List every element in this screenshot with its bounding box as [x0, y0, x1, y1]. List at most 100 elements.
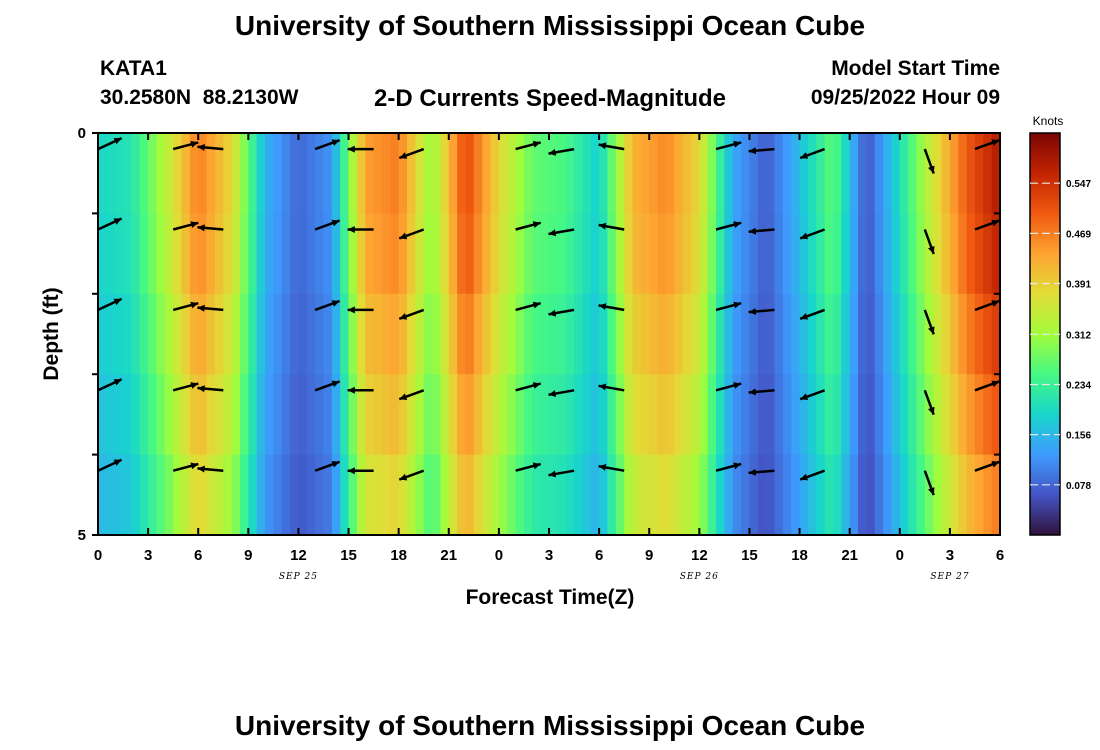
heatmap-cell: [131, 374, 141, 456]
heatmap-cell: [866, 454, 876, 536]
heatmap-cell: [657, 133, 667, 214]
heatmap-cell: [599, 374, 609, 456]
heatmap-cell: [231, 133, 241, 214]
current-arrow: [548, 469, 575, 478]
current-arrow: [347, 467, 374, 475]
heatmap-cell: [757, 293, 767, 375]
heatmap-cell: [690, 293, 700, 375]
heatmap-cell: [164, 133, 174, 214]
heatmap-cell: [148, 133, 158, 214]
heatmap-cell: [340, 133, 350, 214]
heatmap-cell: [290, 293, 300, 375]
x-tick-label: 0: [94, 547, 102, 564]
heatmap-cell: [749, 213, 759, 295]
current-arrow: [515, 382, 542, 392]
heatmap-cell: [365, 133, 375, 214]
heatmap-cell: [858, 454, 867, 536]
heatmap-cell: [565, 374, 575, 456]
x-tick-label: 6: [996, 547, 1004, 564]
heatmap-cell: [381, 454, 391, 536]
current-arrow: [515, 462, 542, 472]
heatmap-cell: [549, 454, 558, 536]
heatmap-cell: [657, 293, 667, 375]
heatmap-cell: [874, 293, 884, 375]
heatmap-cell: [699, 454, 709, 536]
heatmap-cell: [448, 454, 458, 536]
current-arrow: [923, 470, 935, 496]
y-tick-label: 5: [78, 527, 86, 544]
heatmap-cell: [156, 374, 166, 456]
current-arrow: [97, 217, 123, 231]
heatmap-cell: [440, 374, 450, 456]
heatmap-cell: [832, 213, 842, 295]
y-tick-label: 0: [78, 125, 86, 142]
heatmap-cell: [164, 293, 174, 375]
heatmap-cell: [273, 374, 283, 456]
heatmap-cell: [223, 133, 233, 214]
heatmap-cell: [214, 293, 224, 375]
heatmap-cell: [473, 133, 483, 214]
heatmap-cell: [139, 293, 149, 375]
heatmap-cell: [381, 133, 391, 214]
colorbar-tick-label: 0.078: [1066, 481, 1091, 492]
heatmap-cell: [273, 293, 283, 375]
x-tick-label: 15: [340, 547, 357, 564]
heatmap-cell: [557, 293, 567, 375]
heatmap-cell: [816, 213, 826, 295]
heatmap-cell: [615, 374, 625, 456]
heatmap-cell: [690, 374, 700, 456]
colorbar-ticks: 0.078 0.156 0.234 0.312 0.391 0.469 0.547: [1030, 179, 1091, 492]
heatmap-cell: [198, 133, 208, 214]
heatmap-cell: [206, 374, 216, 456]
current-arrow: [398, 228, 425, 240]
heatmap-cell: [841, 293, 851, 375]
heatmap-cell: [799, 374, 809, 456]
heatmap-cell: [181, 133, 191, 214]
heatmap-cell: [189, 133, 199, 214]
current-arrow: [748, 147, 775, 155]
speed-heatmap: [98, 133, 1001, 536]
heatmap-cell: [891, 213, 901, 295]
heatmap-cell: [265, 454, 274, 536]
heatmap-cell: [507, 133, 517, 214]
heatmap-cell: [916, 454, 926, 536]
heatmap-cell: [590, 454, 600, 536]
heatmap-cell: [791, 374, 801, 456]
heatmap-cell: [123, 374, 133, 456]
heatmap-cell: [774, 374, 784, 456]
heatmap-cell: [941, 374, 951, 456]
heatmap-cell: [741, 213, 751, 295]
heatmap-cell: [924, 454, 934, 536]
heatmap-cell: [716, 213, 725, 295]
heatmap-cell: [156, 293, 166, 375]
heatmap-cell: [532, 213, 542, 295]
heatmap-cell: [365, 213, 375, 295]
heatmap-cell: [173, 133, 183, 214]
current-arrow: [748, 227, 775, 235]
heatmap-cell: [991, 213, 1001, 295]
heatmap-cell: [214, 374, 224, 456]
current-arrow: [172, 301, 199, 312]
heatmap-cell: [849, 293, 859, 375]
heatmap-cell: [741, 293, 751, 375]
heatmap-cell: [523, 213, 533, 295]
current-arrow: [598, 464, 625, 472]
heatmap-cell: [958, 293, 968, 375]
heatmap-cell: [239, 293, 249, 375]
current-arrow: [715, 301, 742, 312]
x-tick-label: 12: [290, 547, 307, 564]
colorbar-unit-label: Knots: [1033, 114, 1064, 128]
heatmap-cell: [98, 133, 107, 214]
current-arrow: [748, 308, 775, 315]
heatmap-cell: [148, 213, 158, 295]
heatmap-cell: [949, 374, 959, 456]
x-tick-label: 12: [691, 547, 708, 564]
heatmap-cell: [490, 374, 500, 456]
current-arrow: [398, 469, 425, 481]
heatmap-cell: [824, 374, 834, 456]
heatmap-cell: [515, 454, 525, 536]
heatmap-cell: [340, 213, 350, 295]
heatmap-cell: [682, 213, 692, 295]
current-arrow: [197, 304, 224, 312]
heatmap-cell: [958, 213, 968, 295]
